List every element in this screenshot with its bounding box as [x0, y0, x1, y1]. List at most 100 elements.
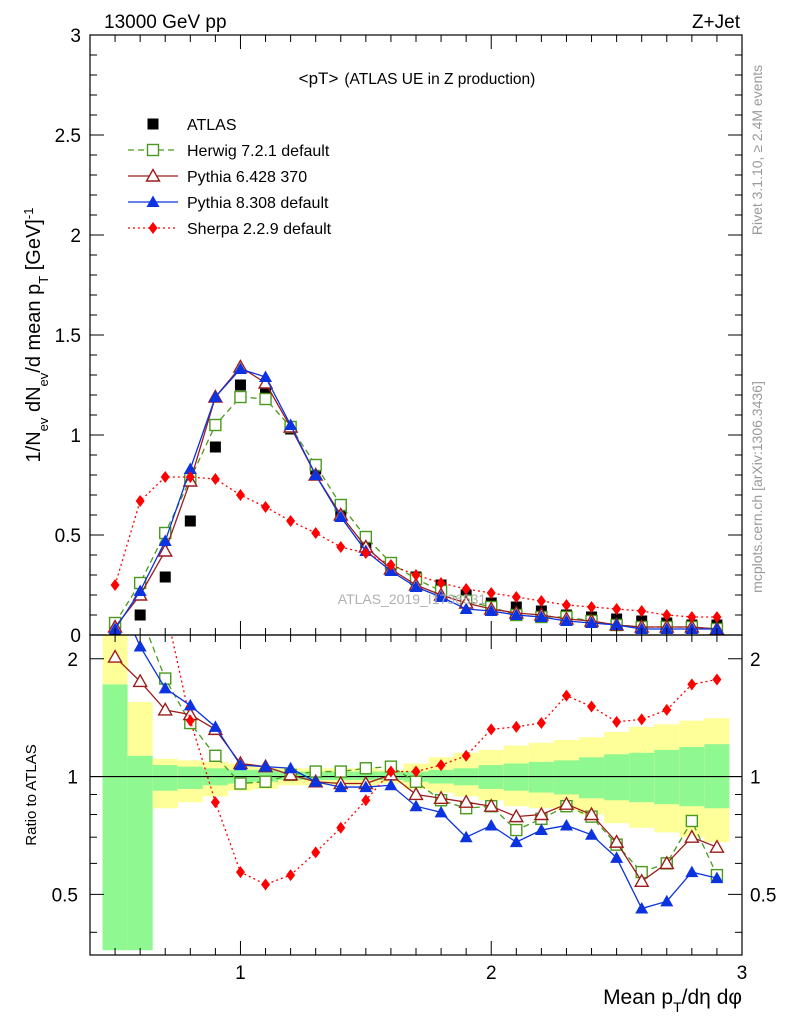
data-point	[509, 608, 523, 620]
data-point	[259, 370, 273, 382]
data-point	[511, 720, 521, 733]
ratio-y-tick-label: 1	[67, 768, 78, 789]
data-point	[509, 835, 523, 848]
ratio-series-group	[107, 447, 725, 914]
stat-uncertainty-bin	[102, 684, 128, 951]
data-point	[409, 799, 423, 812]
data-point	[533, 806, 550, 821]
plot-title-main: <pT>	[299, 69, 339, 88]
main-y-tick-label: 1	[70, 426, 81, 447]
data-point	[286, 515, 296, 527]
data-point	[136, 447, 145, 459]
data-point	[635, 902, 649, 914]
data-point	[637, 713, 647, 726]
data-point	[433, 790, 449, 804]
data-point	[659, 855, 675, 870]
stat-uncertainty-bin	[177, 766, 203, 789]
data-point	[234, 379, 246, 391]
data-point	[359, 780, 373, 793]
data-point	[559, 818, 573, 831]
data-point	[311, 527, 321, 539]
data-point	[534, 823, 548, 836]
data-point	[336, 821, 346, 834]
legend-label: Herwig 7.2.1 default	[187, 143, 330, 160]
data-point	[559, 614, 573, 626]
data-point	[610, 618, 624, 630]
data-point	[334, 765, 347, 778]
data-point	[710, 871, 724, 884]
data-point	[208, 720, 222, 732]
data-point	[209, 749, 222, 762]
data-point	[183, 698, 197, 711]
data-point	[260, 385, 272, 397]
plot-title-sub: (ATLAS UE in Z production)	[344, 71, 535, 88]
legend-label: ATLAS	[187, 117, 237, 134]
stat-uncertainty-bin	[152, 765, 178, 791]
data-point	[234, 390, 247, 404]
data-point	[384, 778, 398, 791]
series-sherpa-2-2-9-default	[110, 471, 722, 623]
legend-marker	[148, 222, 158, 234]
data-point	[161, 600, 170, 612]
data-point	[210, 796, 220, 809]
legend-label: Sherpa 2.2.9 default	[187, 221, 332, 238]
data-point	[459, 602, 473, 614]
data-point	[185, 714, 195, 727]
x-axis-label: Mean pT/dη dφ	[603, 986, 742, 1015]
data-point	[558, 796, 575, 810]
data-point	[585, 616, 599, 628]
data-point	[561, 599, 571, 611]
data-point	[336, 541, 346, 553]
axis-ticks: 0 0.5 1 1.5 2 2.5 3 1 2 3 0.5 0.5 1 1 2 2	[52, 26, 777, 984]
data-point	[510, 823, 523, 837]
data-point	[233, 362, 247, 374]
data-point	[436, 577, 446, 589]
data-point	[610, 851, 624, 863]
main-y-tick-label: 3	[70, 26, 81, 47]
main-y-tick-label: 0	[70, 626, 81, 647]
ratio-y-tick-label: 0.5	[52, 885, 78, 906]
legend-marker	[147, 118, 159, 130]
series-pythia-8-308-default	[133, 635, 724, 914]
data-point	[458, 794, 474, 808]
data-point	[685, 865, 699, 878]
data-point	[361, 547, 371, 559]
legend-item-herwig-7-2-1-default: Herwig 7.2.1 default	[128, 143, 330, 160]
data-point	[309, 468, 323, 480]
data-point	[259, 392, 272, 406]
legend-item-pythia-8-308-default: Pythia 8.308 default	[128, 195, 329, 212]
data-point	[536, 595, 546, 607]
data-point	[712, 673, 722, 686]
data-point	[461, 583, 471, 595]
data-point	[612, 715, 622, 728]
data-point	[284, 418, 298, 430]
data-point	[461, 749, 471, 762]
data-point	[662, 609, 672, 621]
data-point	[261, 878, 271, 891]
legend-item-sherpa-2-2-9-default: Sherpa 2.2.9 default	[128, 221, 332, 238]
data-point	[135, 495, 145, 507]
data-point	[158, 681, 172, 694]
data-point	[459, 830, 473, 843]
header-left: 13000 GeV pp	[104, 12, 227, 33]
data-point	[536, 717, 546, 730]
legend-item-pythia-6-428-370: Pythia 6.428 370	[128, 168, 307, 186]
data-point	[411, 765, 421, 778]
data-point	[685, 814, 699, 828]
legend-item-atlas: ATLAS	[147, 117, 237, 134]
data-point	[486, 587, 496, 599]
data-point	[235, 866, 245, 879]
data-point	[409, 580, 423, 592]
data-point	[110, 579, 120, 591]
legend-marker	[145, 168, 161, 182]
data-point	[712, 611, 722, 623]
main-y-tick-label: 2	[70, 226, 81, 247]
data-point	[208, 390, 222, 402]
data-point	[386, 765, 396, 778]
data-point	[587, 601, 597, 613]
data-point	[183, 462, 197, 474]
data-point	[359, 762, 373, 775]
data-point	[235, 489, 245, 501]
data-point	[282, 766, 299, 781]
data-point	[508, 808, 525, 823]
